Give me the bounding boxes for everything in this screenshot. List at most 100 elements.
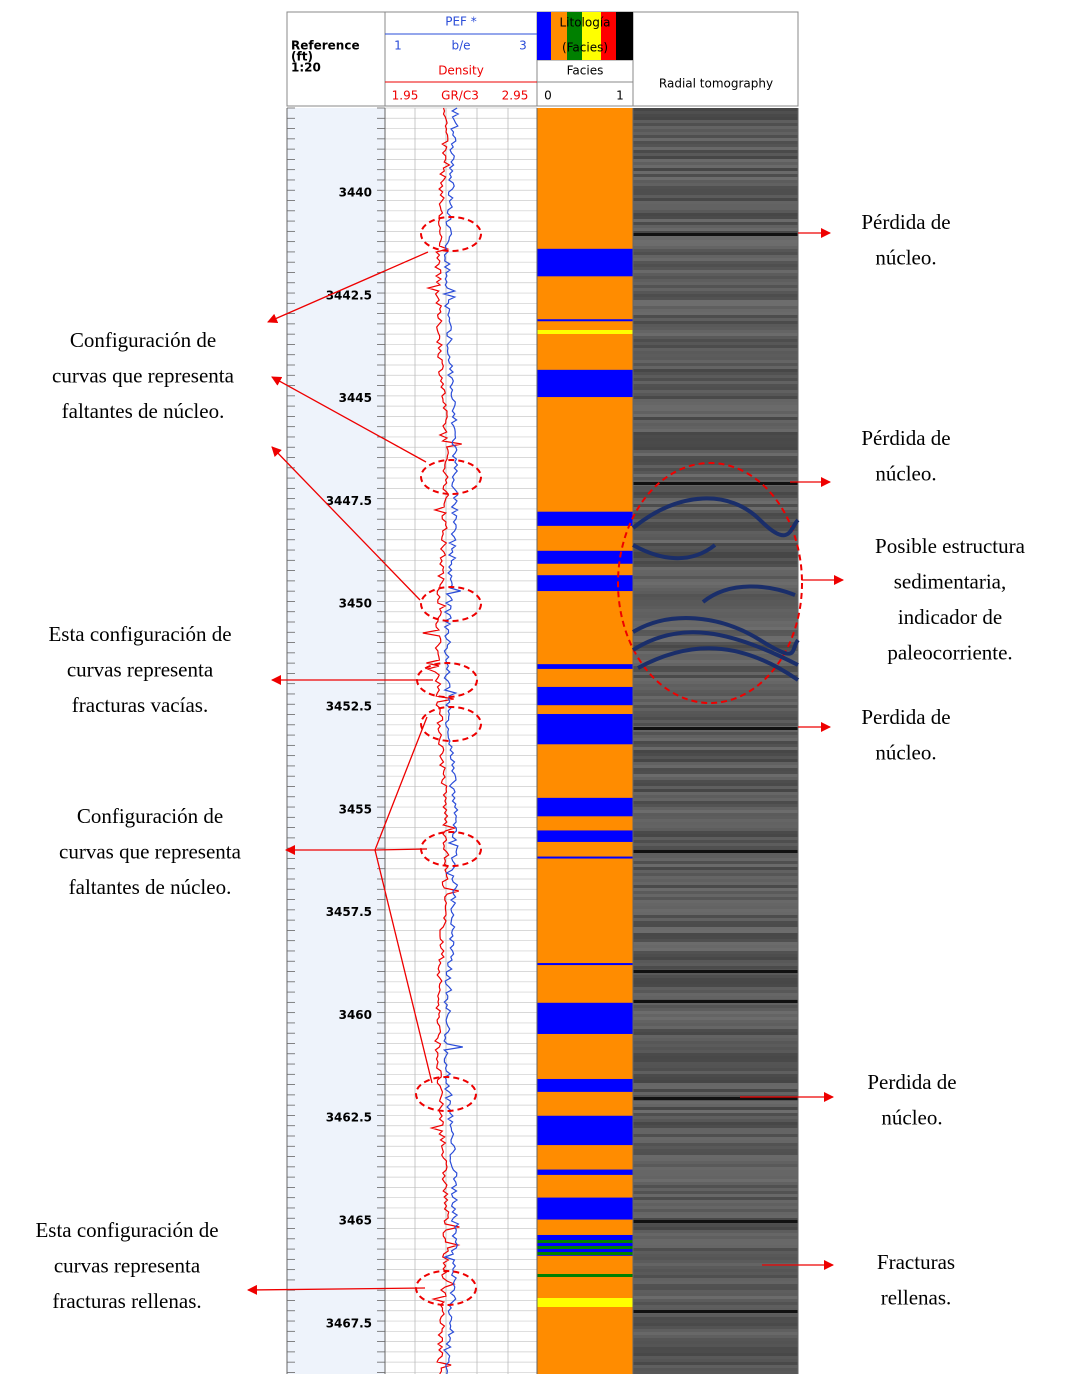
facies-min: 0 (544, 89, 552, 103)
tomo-row (633, 252, 798, 255)
annotation-line: Fracturas (877, 1250, 955, 1274)
facies-band (537, 1240, 633, 1243)
tomo-row (633, 1080, 798, 1083)
tomo-row (633, 717, 798, 720)
tomo-row (633, 972, 798, 975)
tomo-row (633, 354, 798, 357)
tomo-row (633, 858, 798, 861)
tomo-row (633, 1224, 798, 1227)
tomo-row (633, 900, 798, 903)
tomo-row (633, 669, 798, 672)
facies-band (537, 714, 633, 745)
tomo-row (633, 888, 798, 891)
tomo-row (633, 654, 798, 657)
tomo-row (633, 708, 798, 711)
tomo-row (633, 777, 798, 780)
tomo-row (633, 546, 798, 549)
tomo-row (633, 1134, 798, 1137)
tomo-row (633, 117, 798, 120)
log-header: Reference (ft) 1:20 PEF * 1 b/e 3 Densit… (286, 11, 799, 107)
tomo-row (633, 135, 798, 138)
sediment-curve (631, 496, 800, 538)
tomo-row (633, 1245, 798, 1248)
core-loss (633, 1220, 798, 1223)
depth-label: 3447.5 (326, 494, 372, 508)
tomo-row (633, 957, 798, 960)
tomo-row (633, 975, 798, 978)
tomo-row (633, 393, 798, 396)
tomo-row (633, 492, 798, 495)
tomo-row (633, 627, 798, 630)
tomo-row (633, 660, 798, 663)
tomo-row (633, 1032, 798, 1035)
tomo-row (633, 1089, 798, 1092)
annotation-line: Posible estructura (875, 534, 1026, 558)
tomo-row (633, 279, 798, 282)
tomo-row (633, 1350, 798, 1353)
facies-band (537, 1169, 633, 1175)
tomo-row (633, 525, 798, 528)
tomo-row (633, 1227, 798, 1230)
tomo-row (633, 300, 798, 303)
tomo-row (633, 1146, 798, 1149)
tomo-row (633, 1356, 798, 1359)
tomo-row (633, 1020, 798, 1023)
tomo-row (633, 183, 798, 186)
tomo-row (633, 1236, 798, 1239)
tomo-row (633, 1329, 798, 1332)
tomo-row (633, 441, 798, 444)
tomo-row (633, 213, 798, 216)
tomo-row (633, 1269, 798, 1272)
density-min: 1.95 (392, 89, 419, 103)
tomo-row (633, 657, 798, 660)
tomo-row (633, 414, 798, 417)
facies-band (537, 686, 633, 706)
tomo-row (633, 600, 798, 603)
tomo-row (633, 1044, 798, 1047)
tomo-row (633, 585, 798, 588)
tomo-row (633, 444, 798, 447)
tomo-row (633, 378, 798, 381)
depth-label: 3457.5 (326, 905, 372, 919)
tomo-row (633, 522, 798, 525)
annotation-line: fracturas rellenas. (52, 1289, 201, 1313)
tomo-row (633, 1368, 798, 1371)
tomo-row (633, 426, 798, 429)
tomo-row (633, 351, 798, 354)
tomo-row (633, 690, 798, 693)
tomo-row (633, 417, 798, 420)
tomo-row (633, 480, 798, 483)
tomo-row (633, 147, 798, 150)
tomo-row (633, 195, 798, 198)
tomo-row (633, 603, 798, 606)
tomo-row (633, 783, 798, 786)
tomo-row (633, 168, 798, 171)
tomo-row (633, 507, 798, 510)
tomo-row (633, 918, 798, 921)
annotation-line: rellenas. (881, 1285, 952, 1309)
tomo-row (633, 693, 798, 696)
tomo-row (633, 228, 798, 231)
annotation-line: curvas que representa (52, 363, 235, 387)
tomo-row (633, 855, 798, 858)
tomo-row (633, 948, 798, 951)
tomo-row (633, 138, 798, 141)
arrow (374, 848, 428, 851)
tomo-row (633, 1164, 798, 1167)
tomo-row (633, 993, 798, 996)
tomo-row (633, 1272, 798, 1275)
depth-label: 3445 (339, 391, 372, 405)
tomo-row (633, 468, 798, 471)
tomo-row (633, 762, 798, 765)
tomo-row (633, 447, 798, 450)
tomo-row (633, 1371, 798, 1374)
tomo-row (633, 963, 798, 966)
tomo-row (633, 1218, 798, 1221)
tomo-row (633, 453, 798, 456)
tomo-row (633, 396, 798, 399)
tomo-row (633, 477, 798, 480)
tomo-row (633, 549, 798, 552)
arrow (271, 376, 427, 463)
facies-label: Facies (567, 64, 604, 78)
facies-band (537, 1298, 633, 1307)
